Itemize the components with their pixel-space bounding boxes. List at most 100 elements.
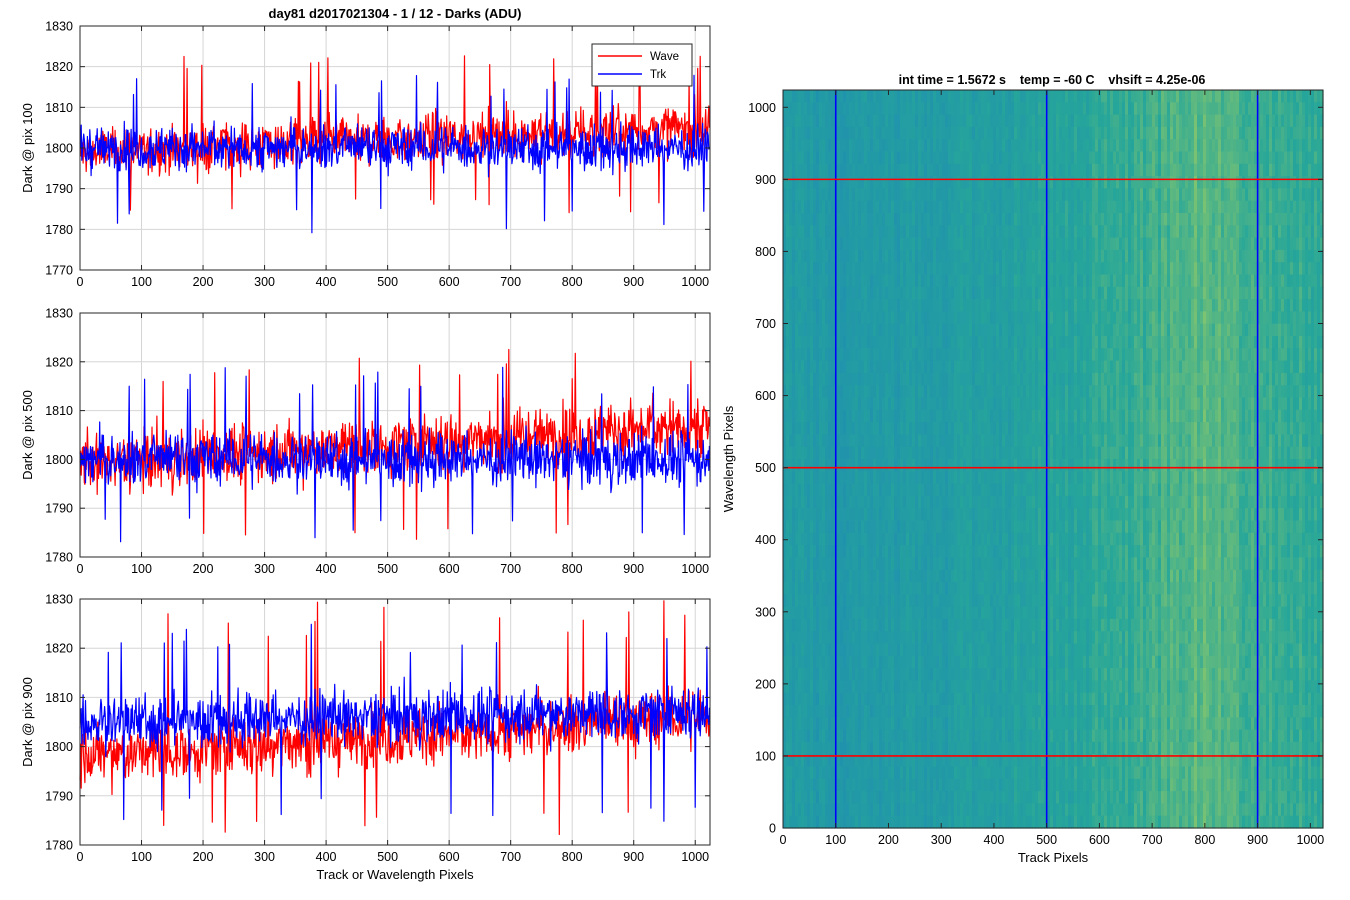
heatmap-cell xyxy=(891,582,895,595)
heatmap-cell xyxy=(870,348,874,362)
heatmap-cell xyxy=(789,668,793,681)
heatmap-cell xyxy=(903,778,907,792)
heatmap-cell xyxy=(918,803,922,817)
heatmap-cell xyxy=(882,323,886,337)
heatmap-cell xyxy=(921,299,925,312)
heatmap-cell xyxy=(795,643,799,657)
y-tick-label: 1780 xyxy=(45,839,73,853)
heatmap-cell xyxy=(840,126,844,140)
x-tick-label: 500 xyxy=(377,275,398,289)
heatmap-cell xyxy=(921,225,925,239)
heatmap-cell xyxy=(816,803,820,817)
heatmap-cell xyxy=(1005,102,1009,116)
heatmap-cell xyxy=(825,631,829,645)
heatmap-cell xyxy=(933,508,937,522)
heatmap-cell xyxy=(915,299,919,312)
heatmap-cell xyxy=(828,90,832,103)
heatmap-cell xyxy=(843,90,847,103)
heatmap-cell xyxy=(957,249,961,263)
heatmap-cell xyxy=(840,372,844,386)
heatmap-cell xyxy=(876,139,880,153)
heatmap-cell xyxy=(948,225,952,239)
heatmap-cell xyxy=(846,594,850,608)
heatmap-cell xyxy=(969,631,973,645)
heatmap-cell xyxy=(864,803,868,817)
heatmap-cell xyxy=(915,680,919,694)
heatmap-cell xyxy=(975,766,979,780)
heatmap-cell xyxy=(936,766,940,780)
heatmap-cell xyxy=(921,200,925,214)
heatmap-cell xyxy=(957,151,961,165)
heatmap-cell xyxy=(996,102,1000,116)
heatmap-cell xyxy=(927,200,931,214)
heatmap-cell xyxy=(843,508,847,522)
heatmap-cell xyxy=(957,114,961,128)
heatmap-cell xyxy=(987,372,991,386)
heatmap-cell xyxy=(849,606,853,620)
heatmap-cell xyxy=(927,791,931,804)
heatmap-cell xyxy=(1002,114,1006,128)
heatmap-cell xyxy=(915,397,919,411)
heatmap-cell xyxy=(972,286,976,300)
heatmap-cell xyxy=(939,668,943,681)
heatmap-cell xyxy=(813,299,817,312)
heatmap-cell xyxy=(915,495,919,509)
heatmap-cell xyxy=(948,176,952,189)
heatmap-cell xyxy=(855,385,859,399)
heatmap-cell xyxy=(792,680,796,694)
heatmap-cell xyxy=(825,643,829,657)
heatmap-cell xyxy=(975,311,979,325)
heatmap-cell xyxy=(891,692,895,706)
heatmap-cell xyxy=(885,545,889,558)
heatmap-cell xyxy=(978,409,982,423)
heatmap-cell xyxy=(900,372,904,386)
heatmap-cell xyxy=(786,200,790,214)
heatmap-cell xyxy=(801,237,805,251)
heatmap-cell xyxy=(900,631,904,645)
heatmap-cell xyxy=(858,520,862,534)
y-tick-label: 1800 xyxy=(45,142,73,156)
heatmap-cell xyxy=(870,422,874,435)
heatmap-cell xyxy=(1002,274,1006,288)
heatmap-cell xyxy=(813,471,817,485)
heatmap-cell xyxy=(915,705,919,718)
heatmap-cell xyxy=(927,766,931,780)
heatmap-cell xyxy=(903,569,907,583)
heatmap-cell xyxy=(984,741,988,755)
heatmap-cell xyxy=(795,815,799,829)
heatmap-cell xyxy=(936,729,940,743)
heatmap-cell xyxy=(957,299,961,312)
heatmap-cell xyxy=(804,520,808,534)
heatmap-cell xyxy=(984,360,988,374)
heatmap-cell xyxy=(921,311,925,325)
heatmap-cell xyxy=(786,188,790,202)
heatmap-cell xyxy=(819,151,823,165)
heatmap-cell xyxy=(798,705,802,718)
heatmap-cell xyxy=(957,569,961,583)
heatmap-cell xyxy=(948,274,952,288)
heatmap-cell xyxy=(963,569,967,583)
heatmap-cell xyxy=(1005,323,1009,337)
heatmap-cell xyxy=(945,471,949,485)
heatmap-cell xyxy=(864,299,868,312)
heatmap-cell xyxy=(813,717,817,731)
heatmap-cell xyxy=(873,643,877,657)
heatmap-cell xyxy=(990,323,994,337)
heatmap-cell xyxy=(855,631,859,645)
heatmap-cell xyxy=(969,372,973,386)
heatmap-cell xyxy=(885,705,889,718)
heatmap-cell xyxy=(798,348,802,362)
heatmap-cell xyxy=(954,274,958,288)
heatmap-cell xyxy=(870,139,874,153)
heatmap-cell xyxy=(975,459,979,472)
heatmap-cell xyxy=(795,348,799,362)
heatmap-cell xyxy=(990,791,994,804)
heatmap-cell xyxy=(873,90,877,103)
heatmap-cell xyxy=(918,692,922,706)
heatmap-cell xyxy=(996,594,1000,608)
heatmap-cell xyxy=(897,655,901,669)
heatmap-cell xyxy=(846,176,850,189)
heatmap-cell xyxy=(987,249,991,263)
heatmap-cell xyxy=(945,360,949,374)
heatmap-cell xyxy=(873,483,877,497)
